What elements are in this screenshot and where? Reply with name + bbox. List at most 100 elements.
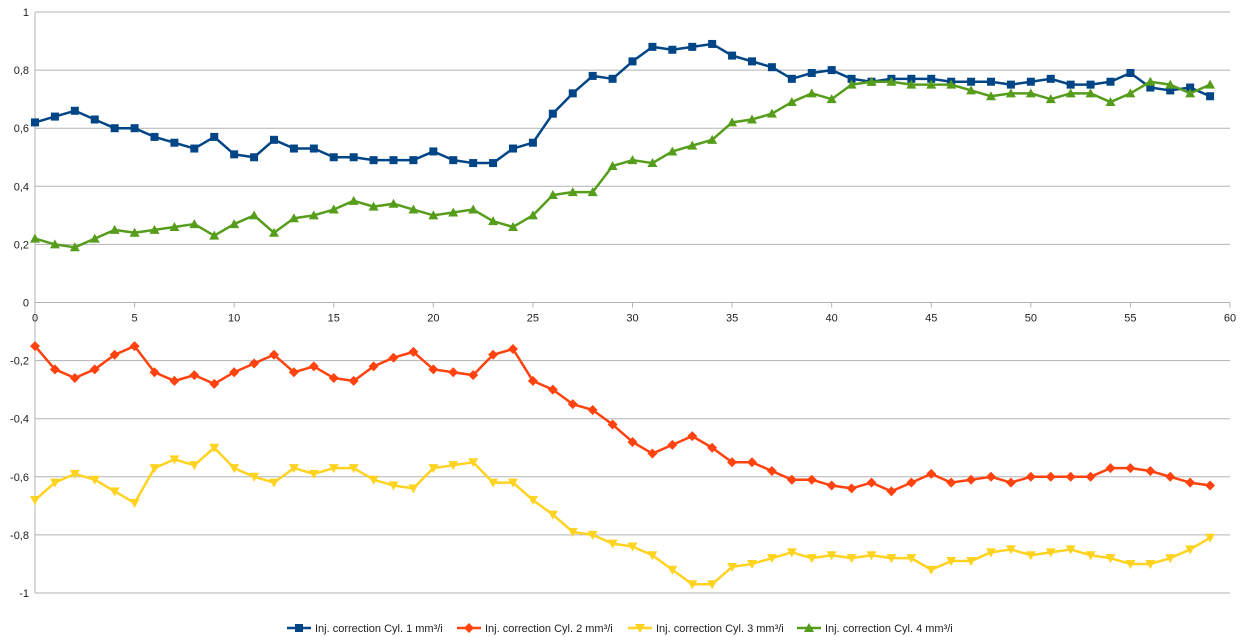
series-1-point (429, 147, 438, 156)
series-4-point (1065, 88, 1076, 98)
series-3-point (727, 562, 738, 572)
series-2-point (488, 349, 499, 360)
x-tick-label: 10 (228, 313, 240, 325)
series-2-point (1205, 480, 1216, 491)
series-1-point (1186, 83, 1195, 92)
series-2-point (567, 399, 578, 410)
series-3-point (707, 580, 718, 590)
y-tick-label: -1 (19, 588, 29, 600)
series-3-point (567, 527, 578, 537)
series-3-point (667, 565, 678, 575)
series-2-point (906, 477, 917, 488)
series-4-point (189, 219, 200, 229)
series-2-point (587, 404, 598, 415)
series-4-point (109, 224, 120, 234)
series-3-point (966, 557, 977, 567)
series-4-point (966, 85, 977, 95)
series-2 (30, 341, 1216, 497)
series-2-point (607, 419, 618, 430)
series-2-point (288, 367, 299, 378)
series-4-point (707, 134, 718, 144)
series-2-point (1165, 471, 1176, 482)
series-2-point (109, 349, 120, 360)
series-1-point (987, 77, 995, 86)
series-2-point (687, 431, 698, 442)
series-3-point (89, 475, 100, 485)
x-tick-label: 45 (925, 313, 937, 325)
series-3-point (527, 496, 538, 506)
series-2-point (886, 486, 897, 497)
series-1-point (31, 118, 39, 127)
series-1-point (847, 74, 856, 83)
series-4-point (288, 213, 299, 223)
series-1-point (807, 69, 816, 78)
series-1-point (1046, 74, 1055, 83)
series-1-point (628, 57, 637, 66)
series-3-point (348, 464, 359, 474)
series-4-point (149, 224, 160, 234)
legend-swatch-marker (295, 624, 303, 632)
y-tick-label: 0,8 (14, 65, 29, 77)
series-4-point (766, 108, 777, 118)
series-4-point (1185, 88, 1196, 98)
legend-swatch-marker (464, 623, 474, 633)
series-3-point (826, 551, 837, 561)
y-tick-label: -0,2 (10, 356, 29, 368)
series-4-point (687, 140, 698, 150)
series-3-point (846, 554, 857, 564)
series-4-point (408, 204, 419, 214)
series-3-point (946, 557, 957, 567)
series-4-point (169, 221, 180, 231)
series-4-point (926, 79, 937, 89)
series-4-point (906, 79, 917, 89)
series-3-point (587, 530, 598, 540)
series-3-point (786, 548, 797, 558)
series-3-point (129, 498, 140, 508)
series-4-point (846, 79, 857, 89)
series-4-point (667, 146, 678, 156)
series-1-point (927, 74, 936, 83)
series-2-point (1185, 477, 1196, 488)
series-1-point (309, 144, 318, 153)
series-3-point (428, 464, 439, 474)
series-1-point (708, 39, 717, 48)
series-2-point (747, 457, 757, 468)
series-2-point (1145, 465, 1156, 476)
series-4-point (946, 79, 957, 89)
series-1-point (588, 71, 597, 80)
series-2-point (727, 457, 738, 468)
series-3-point (388, 481, 399, 491)
series-2-point (388, 352, 399, 363)
series-3-point (806, 554, 817, 564)
series-3-point (1085, 551, 1096, 561)
x-tick-labels: 0 5 10 15 20 25 30 35 40 45 50 55 60 (32, 313, 1236, 325)
series-3-point (109, 487, 120, 497)
series-1-point (489, 159, 498, 168)
series-2-point (209, 378, 220, 389)
series-2-point (69, 373, 80, 384)
x-tick-label: 40 (826, 313, 838, 325)
series-1-point (528, 138, 537, 147)
series-1-point (767, 63, 776, 72)
series-1-point (150, 132, 159, 141)
series-1-point (250, 153, 259, 162)
series-3-point (288, 464, 299, 474)
legend-label: Inj. correction Cyl. 1 mm³/i (315, 623, 443, 635)
series-4-point (269, 227, 279, 237)
series-3-point (229, 464, 240, 474)
series-3-point (49, 478, 60, 488)
series-4-point (348, 195, 359, 205)
series-2-point (786, 474, 797, 485)
series-4-point (826, 94, 837, 104)
series-3-point (1185, 545, 1196, 555)
series-2-point (926, 468, 937, 479)
legend-swatch-marker (804, 623, 814, 632)
series-1-point (548, 109, 557, 118)
series-3-point (986, 548, 996, 558)
series-4-point (1145, 76, 1156, 86)
series-1-point (70, 106, 79, 115)
series-1-point (608, 74, 617, 83)
series-2-point (1105, 463, 1116, 474)
series-3-point (1145, 559, 1156, 569)
series-1-point (1106, 77, 1115, 86)
